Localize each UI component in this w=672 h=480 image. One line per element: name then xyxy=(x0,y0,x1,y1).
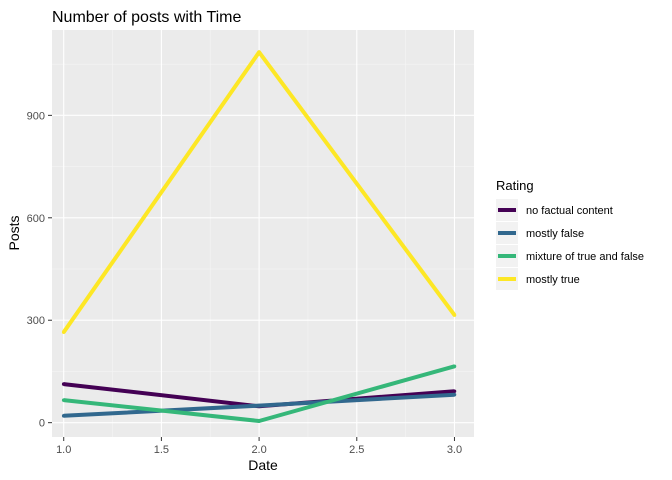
legend-label: mixture of true and false xyxy=(526,251,644,263)
legend-label: mostly false xyxy=(526,228,584,240)
data-point xyxy=(61,330,66,334)
x-tick-label: 1.0 xyxy=(56,444,71,456)
data-point xyxy=(61,414,66,418)
series-lines xyxy=(61,50,457,423)
y-tick-label: 900 xyxy=(27,110,45,122)
legend-title: Rating xyxy=(496,178,534,193)
x-axis: 1.0 1.5 2.0 2.5 3.0 xyxy=(56,437,462,456)
y-axis: 0 300 600 900 xyxy=(27,110,52,430)
legend-label: mostly true xyxy=(526,274,580,286)
data-point xyxy=(452,389,457,394)
x-tick-label: 2.0 xyxy=(251,444,266,456)
data-point xyxy=(257,403,261,408)
y-tick-label: 0 xyxy=(39,418,45,430)
x-axis-title: Date xyxy=(248,457,278,473)
legend-items: no factual content mostly false mixture of… xyxy=(496,199,644,290)
data-point xyxy=(452,392,457,397)
data-point xyxy=(452,313,457,317)
legend: Rating no factual content mostly false mix… xyxy=(496,178,644,290)
x-tick-label: 3.0 xyxy=(447,444,462,456)
grid-minor xyxy=(52,30,474,437)
data-point xyxy=(61,382,66,386)
x-tick-label: 2.5 xyxy=(349,444,364,456)
data-point xyxy=(452,364,457,369)
panel-background xyxy=(52,30,474,437)
grid-major xyxy=(52,30,474,437)
data-point xyxy=(257,419,261,423)
legend-label: no factual content xyxy=(526,205,613,217)
x-tick-label: 1.5 xyxy=(154,444,169,456)
data-point xyxy=(257,50,261,54)
chart-title: Number of posts with Time xyxy=(52,9,242,26)
y-tick-label: 600 xyxy=(27,213,45,225)
y-tick-label: 300 xyxy=(27,315,45,327)
y-axis-title: Posts xyxy=(6,215,22,250)
data-point xyxy=(61,398,66,402)
